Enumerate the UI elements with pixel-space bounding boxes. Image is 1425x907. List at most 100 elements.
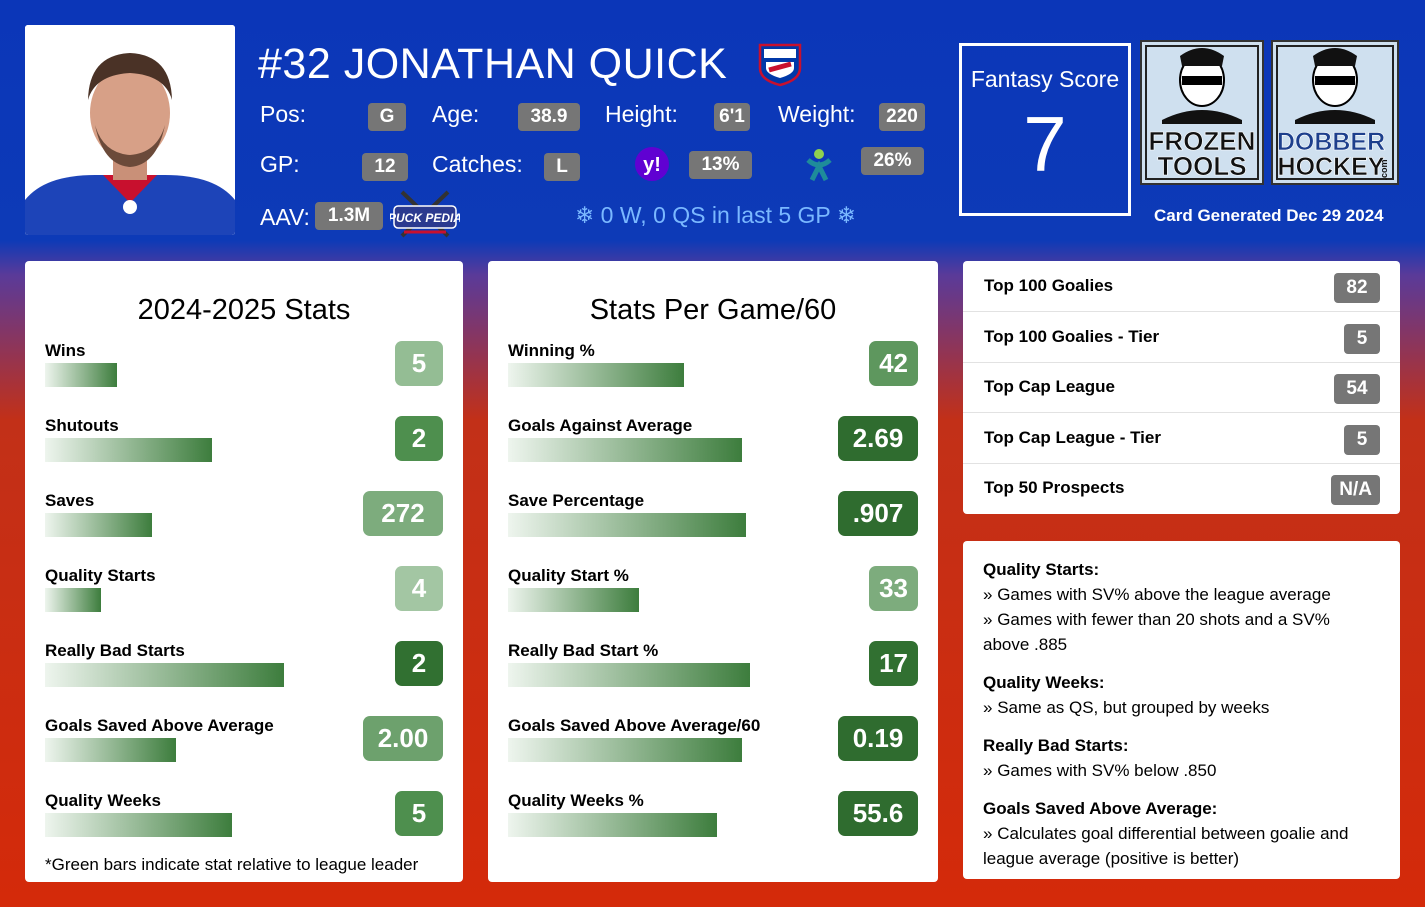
espn-fantasy-icon <box>802 146 836 182</box>
streak-text: 0 W, 0 QS in last 5 GP <box>601 202 831 228</box>
stat-bar <box>508 438 742 462</box>
aav-label: AAV: <box>260 204 310 231</box>
stat-bar <box>45 813 232 837</box>
rangers-logo-icon <box>757 42 803 87</box>
ranking-row: Top Cap League 54 <box>963 362 1400 413</box>
player-name: #32 JONATHAN QUICK <box>258 40 727 89</box>
height-label: Height: <box>605 101 678 128</box>
pos-value: G <box>368 103 406 131</box>
fantasy-score-label: Fantasy Score <box>962 66 1128 93</box>
stat-label: Wins <box>45 341 443 361</box>
legend-item-text: Games with SV% below .850 <box>997 761 1216 780</box>
legend-item: » Calculates goal differential between g… <box>983 821 1380 871</box>
gp-label: GP: <box>260 151 300 178</box>
espn-rostered-pct: 26% <box>861 147 924 175</box>
puckpedia-logo: PUCK PEDIA <box>390 188 460 244</box>
stat-bar <box>508 813 717 837</box>
per-game-stat-row: Winning %42 <box>508 341 918 401</box>
season-stat-row: Shutouts2 <box>45 416 443 476</box>
ranking-value: 82 <box>1334 273 1380 303</box>
age-label: Age: <box>432 101 479 128</box>
stat-value-badge: 0.19 <box>838 716 918 761</box>
ranking-row: Top 50 ProspectsN/A <box>963 463 1400 514</box>
stat-bar <box>508 363 684 387</box>
legend-heading: Quality Starts: <box>983 557 1380 582</box>
stat-bar <box>508 513 746 537</box>
ranking-label: Top 100 Goalies <box>984 276 1113 296</box>
legend-item-text: Games with SV% above the league average <box>997 585 1331 604</box>
per-game-stat-row: Goals Against Average2.69 <box>508 416 918 476</box>
season-stat-row: Wins5 <box>45 341 443 401</box>
chevron-right-icon: » <box>983 824 997 843</box>
weight-value: 220 <box>879 103 925 131</box>
ranking-label: Top 100 Goalies - Tier <box>984 327 1159 347</box>
catches-label: Catches: <box>432 151 523 178</box>
stat-value-badge: 17 <box>869 641 918 686</box>
chevron-right-icon: » <box>983 610 997 629</box>
ranking-label: Top 50 Prospects <box>984 478 1124 498</box>
ranking-value: 54 <box>1334 374 1380 404</box>
chevron-right-icon: » <box>983 585 997 604</box>
stat-value-badge: 2 <box>395 641 443 686</box>
snowflake-icon: ❄ <box>575 202 594 228</box>
dobber-hockey-logo[interactable]: DOBBER HOCKEY .com <box>1271 40 1399 185</box>
recent-streak: ❄ 0 W, 0 QS in last 5 GP ❄ <box>575 202 856 229</box>
ranking-row: Top 100 Goalies - Tier 5 <box>963 312 1400 363</box>
stat-value-badge: 55.6 <box>838 791 918 836</box>
season-stats-card: 2024-2025 Stats Wins5Shutouts2Saves272Qu… <box>25 261 463 882</box>
legend-card: Quality Starts: » Games with SV% above th… <box>963 541 1400 879</box>
ranking-value: 5 <box>1344 425 1380 455</box>
stat-label: Shutouts <box>45 416 443 436</box>
ranking-value: 5 <box>1344 324 1380 354</box>
stat-value-badge: 42 <box>869 341 918 386</box>
rankings-card: Top 100 Goalies 82 Top 100 Goalies - Tier 5… <box>963 261 1400 514</box>
svg-text:TOOLS: TOOLS <box>1157 151 1246 181</box>
per-game-stat-row: Goals Saved Above Average/600.19 <box>508 716 918 776</box>
legend-item-text: Same as QS, but grouped by weeks <box>997 698 1269 717</box>
stat-value-badge: 5 <box>395 791 443 836</box>
chevron-right-icon: » <box>983 761 997 780</box>
per-game-stats-card: Stats Per Game/60 Winning %42 Goals Again… <box>488 261 938 882</box>
legend-item: » Games with fewer than 20 shots and a S… <box>983 607 1380 657</box>
age-value: 38.9 <box>518 103 580 131</box>
ranking-row: Top Cap League - Tier 5 <box>963 413 1400 464</box>
stat-bar <box>45 363 117 387</box>
stat-label: Really Bad Starts <box>45 641 443 661</box>
frozen-tools-logo[interactable]: FROZEN TOOLS <box>1140 40 1264 185</box>
chevron-right-icon: » <box>983 698 997 717</box>
ranking-label: Top Cap League <box>984 377 1115 397</box>
stat-bar <box>45 738 176 762</box>
per-game-stat-row: Quality Weeks %55.6 <box>508 791 918 851</box>
gp-value: 12 <box>362 153 408 181</box>
ranking-row: Top 100 Goalies 82 <box>963 261 1400 312</box>
stat-value-badge: 33 <box>869 566 918 611</box>
stat-label: Quality Starts <box>45 566 443 586</box>
card-generated-date: Card Generated Dec 29 2024 <box>1154 206 1384 226</box>
legend-heading: Quality Weeks: <box>983 670 1380 695</box>
yahoo-rostered-pct: 13% <box>689 151 752 179</box>
fantasy-score-value: 7 <box>962 99 1128 190</box>
stat-bar <box>508 588 639 612</box>
legend-item: » Same as QS, but grouped by weeks <box>983 695 1380 720</box>
stat-label: Quality Start % <box>508 566 918 586</box>
legend-item-text: Games with fewer than 20 shots and a SV%… <box>983 610 1330 654</box>
per-game-stat-row: Save Percentage.907 <box>508 491 918 551</box>
snowflake-icon: ❄ <box>837 202 856 228</box>
legend-item-text: Calculates goal differential between goa… <box>983 824 1348 868</box>
aav-value: 1.3M <box>315 202 383 230</box>
ranking-label: Top Cap League - Tier <box>984 428 1161 448</box>
stat-value-badge: 4 <box>395 566 443 611</box>
pos-label: Pos: <box>260 101 306 128</box>
stat-bar <box>508 738 742 762</box>
season-stat-row: Saves272 <box>45 491 443 551</box>
bar-footnote: *Green bars indicate stat relative to le… <box>45 855 418 875</box>
stat-value-badge: .907 <box>838 491 918 536</box>
fantasy-score-box: Fantasy Score 7 <box>959 43 1131 216</box>
height-value: 6'1 <box>714 103 750 131</box>
stat-bar <box>45 513 152 537</box>
stat-label: Winning % <box>508 341 918 361</box>
per-game-stats-title: Stats Per Game/60 <box>488 294 938 327</box>
stat-bar <box>508 663 750 687</box>
stat-value-badge: 2.00 <box>363 716 443 761</box>
stat-value-badge: 5 <box>395 341 443 386</box>
